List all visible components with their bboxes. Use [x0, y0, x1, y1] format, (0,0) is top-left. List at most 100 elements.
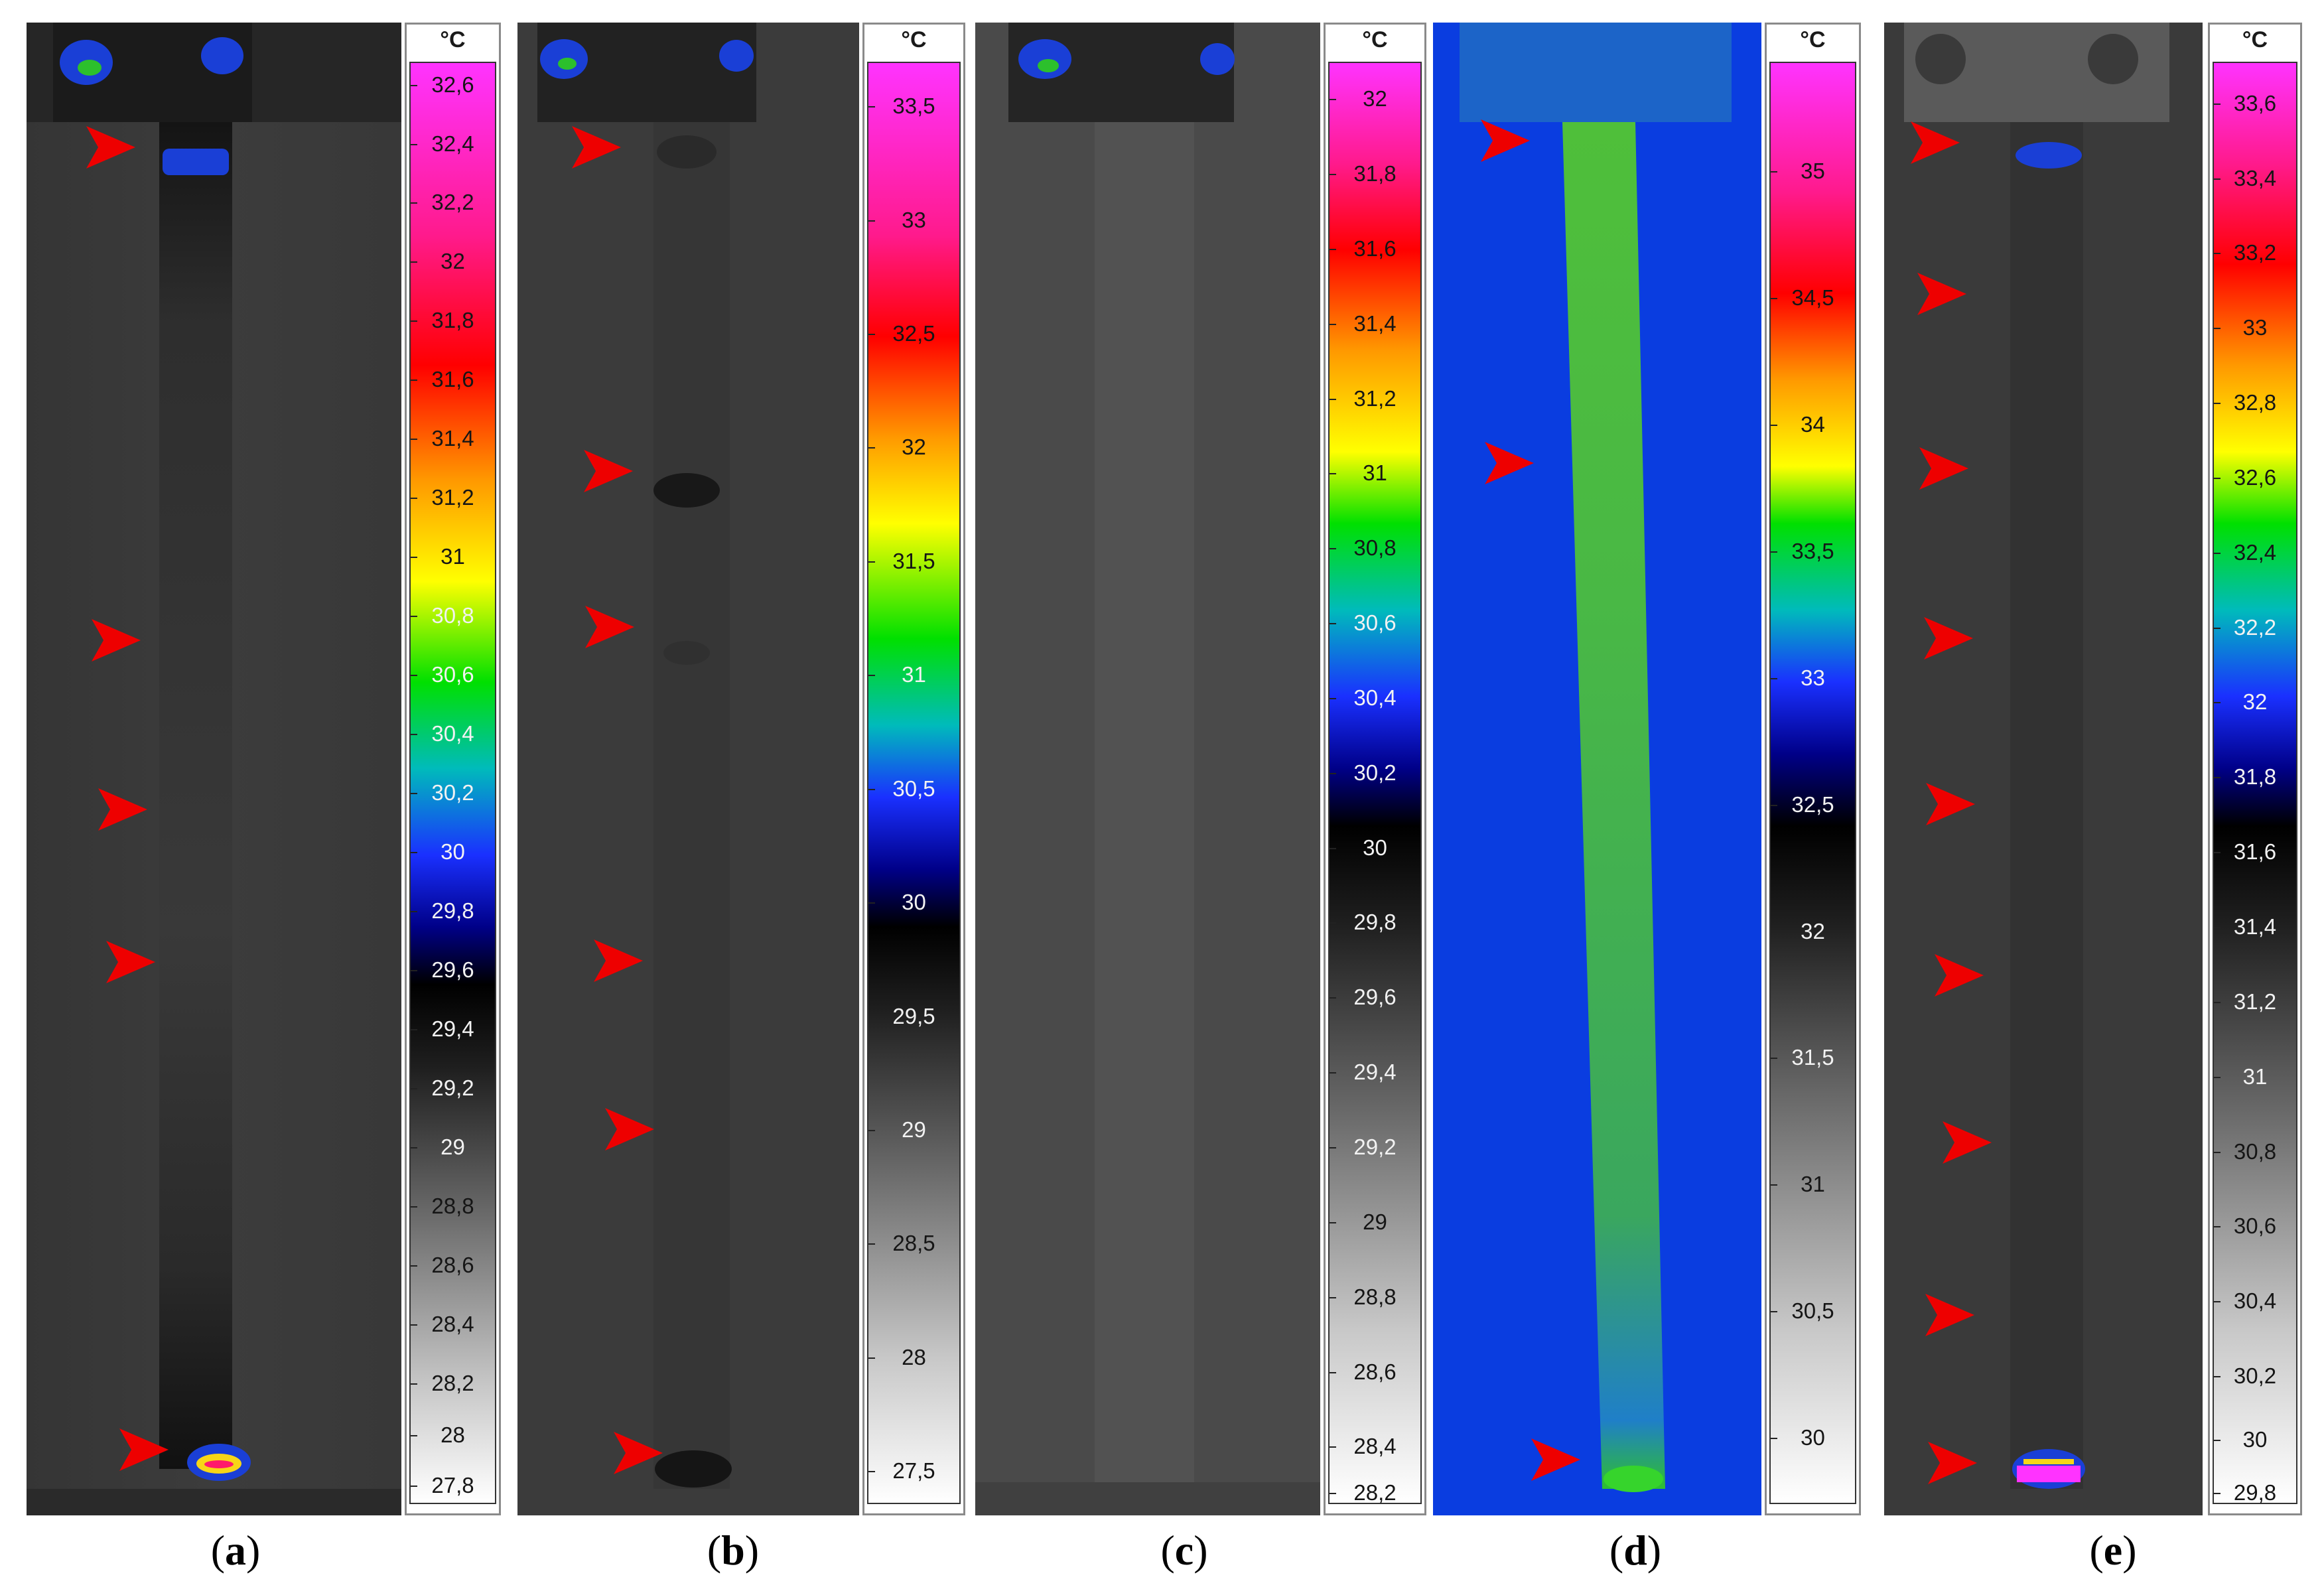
scale-tick-label: 32,2	[2233, 614, 2277, 640]
caption-b: (b)	[707, 1527, 760, 1574]
arrow-marker-e	[1924, 617, 1973, 659]
arrow-marker-b	[585, 606, 634, 648]
arrow-marker-e	[1919, 447, 1968, 490]
scale-tick-label: 32	[2242, 689, 2268, 715]
temperature-scale-e: °C 33,6 33,4 33,2 33 32,8 32,6 32,4 32,2…	[2208, 23, 2302, 1515]
scale-tick-label: 29,8	[2233, 1480, 2277, 1505]
panel-d: °C 35 34,5 34 33,5 33 32,5 32 31,5 31 30…	[1433, 23, 1878, 1515]
scale-tick-label: 30,6	[2233, 1214, 2277, 1239]
scale-tick-label: 32	[1801, 918, 1825, 943]
arrow-marker-a	[86, 126, 135, 169]
scale-tick-label: 30,2	[2233, 1363, 2277, 1389]
thermal-image-d	[1433, 23, 1761, 1515]
scale-tick-label: 30	[1801, 1425, 1825, 1450]
arrow-marker-b	[572, 126, 621, 169]
color-bar-e: 33,6 33,4 33,2 33 32,8 32,6 32,4 32,2 32…	[2213, 62, 2297, 1505]
scale-tick-label: 29	[441, 1135, 465, 1159]
scale-tick-label: 29,8	[431, 898, 474, 924]
scale-tick-label: 32	[1363, 86, 1387, 111]
scale-tick-label: 31,5	[892, 548, 935, 573]
scale-tick-label: 30,8	[1353, 535, 1397, 561]
scale-unit-label: °C	[440, 27, 466, 52]
panel-a: °C 32,6 32,4 32,2 32 31,8 31,6 31,4 31,2…	[27, 23, 501, 1515]
scale-tick-label: 35	[1801, 158, 1825, 183]
scale-tick-label: 34,5	[1791, 285, 1834, 310]
scale-tick-label: 28,4	[431, 1311, 474, 1336]
scale-tick-label: 29,2	[431, 1075, 474, 1101]
scale-tick-label: 30,4	[2233, 1288, 2277, 1314]
scale-tick-label: 32,2	[431, 190, 474, 215]
temperature-scale-c: °C 32 31,8 31,6 31,4 31,2 31 30,8 30,6 3…	[1324, 23, 1426, 1515]
temperature-scale-d: °C 35 34,5 34 33,5 33 32,5 32 31,5 31 30…	[1765, 23, 1861, 1515]
scale-tick-label: 30,2	[431, 780, 474, 805]
scale-tick-label: 27,5	[892, 1458, 935, 1484]
scale-tick-label: 32	[902, 435, 926, 460]
caption-a: (a)	[210, 1527, 261, 1574]
scale-tick-label: 28,5	[892, 1231, 935, 1256]
arrow-marker-b	[605, 1108, 654, 1150]
scale-tick-label: 31,4	[2233, 914, 2277, 939]
arrow-marker-b	[614, 1432, 663, 1474]
arrow-marker-e	[1935, 954, 1984, 997]
scale-tick-label: 33,5	[1791, 538, 1834, 563]
color-bar-d: 35 34,5 34 33,5 33 32,5 32 31,5 31 30,5 …	[1769, 62, 1856, 1504]
scale-tick-label: 32,8	[2233, 390, 2277, 415]
arrow-marker-e	[1911, 121, 1960, 164]
color-bar-c: 32 31,8 31,6 31,4 31,2 31 30,8 30,6 30,4…	[1328, 62, 1422, 1505]
scale-tick-label: 33,4	[2233, 165, 2277, 190]
scale-tick-label: 31,5	[1791, 1045, 1834, 1070]
caption-d: (d)	[1609, 1527, 1662, 1574]
scale-tick-label: 28,6	[431, 1252, 474, 1277]
scale-tick-label: 31	[2242, 1064, 2268, 1089]
scale-tick-label: 30,4	[1353, 685, 1397, 710]
scale-tick-label: 31	[902, 662, 926, 687]
scale-tick-label: 28,8	[431, 1193, 474, 1218]
scale-tick-label: 28	[902, 1344, 926, 1369]
scale-tick-label: 28,2	[1353, 1480, 1397, 1505]
color-bar-a: 32,6 32,4 32,2 32 31,8 31,6 31,4 31,2 31…	[409, 62, 496, 1504]
scale-tick-label: 28,8	[1353, 1284, 1397, 1309]
scale-tick-label: 30,6	[431, 662, 474, 687]
panel-e: °C 33,6 33,4 33,2 33 32,8 32,6 32,4 32,2…	[1884, 23, 2302, 1515]
scale-tick-label: 33	[902, 207, 926, 232]
scale-tick-label: 30,2	[1353, 760, 1397, 785]
scale-tick-label: 32,6	[2233, 464, 2277, 490]
scale-tick-label: 29,4	[431, 1016, 474, 1042]
scale-unit-label: °C	[901, 27, 927, 52]
scale-tick-label: 31	[441, 544, 465, 569]
arrow-marker-a	[119, 1428, 169, 1471]
scale-tick-label: 31,6	[1353, 236, 1397, 261]
thermal-image-a	[27, 23, 401, 1515]
scale-tick-label: 31,6	[431, 367, 474, 392]
scale-tick-label: 29,2	[1353, 1135, 1397, 1159]
scale-tick-label: 28	[441, 1422, 465, 1447]
scale-tick-label: 29,6	[1353, 985, 1397, 1010]
scale-tick-label: 30,5	[1791, 1298, 1834, 1324]
caption-c: (c)	[1160, 1527, 1208, 1574]
scale-tick-label: 28,2	[431, 1370, 474, 1395]
temperature-scale-a: °C 32,6 32,4 32,2 32 31,8 31,6 31,4 31,2…	[405, 23, 501, 1515]
scale-tick-label: 32,4	[2233, 539, 2277, 565]
scale-tick-label: 30	[441, 839, 465, 865]
scale-tick-label: 31,8	[431, 308, 474, 333]
scale-tick-label: 32,5	[892, 320, 935, 346]
scale-tick-label: 31	[1363, 460, 1387, 486]
scale-tick-label: 29,4	[1353, 1060, 1397, 1085]
scale-tick-label: 31,8	[2233, 764, 2277, 790]
arrow-marker-e	[1917, 273, 1966, 315]
panel-b: °C 33,5 33 32,5 32 31,5 31 30,5 30 29,5 …	[517, 23, 965, 1515]
scale-unit-label: °C	[1362, 27, 1388, 52]
scale-tick-label: 29,8	[1353, 910, 1397, 935]
scale-tick-label: 33	[2242, 315, 2268, 340]
scale-tick-label: 30	[902, 890, 926, 915]
arrow-marker-d	[1531, 1438, 1580, 1481]
scale-unit-label: °C	[2242, 27, 2268, 52]
arrow-marker-a	[92, 619, 141, 661]
scale-tick-label: 33,6	[2233, 90, 2277, 115]
scale-tick-label: 30,8	[2233, 1139, 2277, 1164]
arrow-marker-b	[594, 939, 643, 982]
arrow-marker-e	[1925, 1294, 1974, 1336]
scale-tick-label: 33,2	[2233, 240, 2277, 265]
arrow-marker-d	[1481, 119, 1530, 162]
arrow-marker-e	[1928, 1442, 1977, 1484]
